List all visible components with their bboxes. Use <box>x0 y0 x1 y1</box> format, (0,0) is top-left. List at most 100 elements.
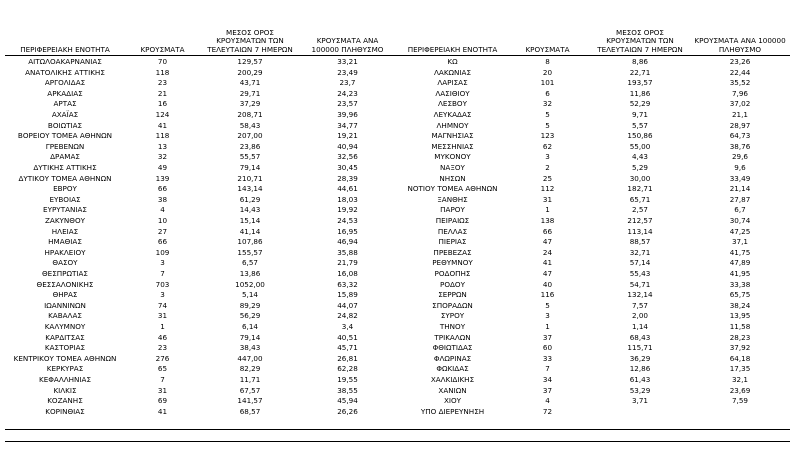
cases-cell: 62 <box>542 141 553 151</box>
per-100k-cell: 9,6 <box>734 163 746 172</box>
cases-cell: 116 <box>540 290 555 300</box>
cases-cell: 24 <box>542 247 553 257</box>
avg-7-days-cell: 23,86 <box>239 141 261 151</box>
avg-7-days-cell: 210,71 <box>237 173 263 183</box>
column-header: ΠΕΡΙΦΕΡΕΙΑΚΗ ΕΝΟΤΗΤΑ <box>20 44 110 54</box>
avg-7-days-cell: 55,57 <box>239 152 261 162</box>
cases-cell: 4 <box>545 396 550 406</box>
per-100k-cell: 33,38 <box>729 279 751 289</box>
cases-cell: 5 <box>545 300 550 310</box>
per-100k-cell: 21,1 <box>731 110 748 119</box>
region-cell: ΛΕΥΚΑΔΑΣ <box>433 110 472 119</box>
per-100k-cell: 37,02 <box>729 99 751 109</box>
cases-cell: 7 <box>160 375 165 384</box>
cases-cell: 138 <box>540 216 555 225</box>
cases-cell: 37 <box>542 385 553 395</box>
per-100k-cell: 3,4 <box>341 322 354 331</box>
cases-cell: 47 <box>542 237 553 247</box>
region-cell: ΛΑΣΙΘΙΟΥ <box>435 88 470 98</box>
region-cell: ΣΠΟΡΑΔΩΝ <box>432 300 473 310</box>
avg-7-days-cell: 193,57 <box>627 78 653 88</box>
region-cell: ΤΗΝΟΥ <box>439 322 466 331</box>
avg-7-days-cell: 82,29 <box>239 364 261 374</box>
per-100k-cell: 44,07 <box>337 300 358 310</box>
cases-cell: 47 <box>542 269 553 278</box>
per-100k-cell: 40,94 <box>337 141 358 151</box>
region-cell: ΤΡΙΚΑΛΩΝ <box>434 332 471 342</box>
per-100k-cell: 13,95 <box>729 311 751 321</box>
region-cell: ΑΡΓΟΛΙΔΑΣ <box>44 78 86 88</box>
avg-7-days-cell: 11,71 <box>239 375 261 384</box>
column-header: ΚΡΟΥΣΜΑΤΑ <box>525 44 570 54</box>
cases-cell: 112 <box>540 184 555 194</box>
region-cell: ΘΕΣΠΡΩΤΙΑΣ <box>42 269 88 278</box>
region-cell: ΜΕΣΣΗΝΙΑΣ <box>431 141 474 151</box>
cases-cell: 10 <box>157 216 168 225</box>
region-cell: ΜΥΚΟΝΟΥ <box>434 152 471 162</box>
region-cell: ΛΗΜΝΟΥ <box>436 120 469 130</box>
region-cell: ΠΡΕΒΕΖΑΣ <box>433 247 472 257</box>
avg-7-days-cell: 208,71 <box>237 110 263 119</box>
column-header: ΠΕΡΙΦΕΡΕΙΑΚΗ ΕΝΟΤΗΤΑ <box>407 44 498 54</box>
avg-7-days-cell: 57,14 <box>629 258 651 268</box>
region-cell: ΑΡΚΑΔΙΑΣ <box>47 88 83 98</box>
region-cell: ΚΟΖΑΝΗΣ <box>47 396 83 406</box>
cases-cell: 66 <box>542 226 553 236</box>
cases-cell: 41 <box>157 120 168 130</box>
cases-cell: 37 <box>542 332 553 342</box>
cases-cell: 23 <box>157 343 168 353</box>
per-100k-cell: 38,24 <box>729 300 751 310</box>
per-100k-cell: 19,21 <box>337 131 358 141</box>
cases-cell: 65 <box>157 364 168 374</box>
avg-7-days-cell: 447,00 <box>237 353 263 363</box>
region-cell: ΛΑΚΩΝΙΑΣ <box>434 67 471 77</box>
avg-7-days-cell: 2,00 <box>631 311 648 321</box>
avg-7-days-cell: 5,57 <box>631 120 648 130</box>
avg-7-days-cell: 43,71 <box>239 78 261 88</box>
per-100k-cell: 64,73 <box>729 131 751 141</box>
cases-cell: 3 <box>545 311 550 321</box>
per-100k-cell: 16,08 <box>337 269 358 278</box>
per-100k-cell: 26,26 <box>337 406 358 416</box>
per-100k-cell: 35,88 <box>337 247 358 257</box>
region-cell: ΑΡΤΑΣ <box>53 99 77 109</box>
per-100k-cell: 30,74 <box>729 216 751 225</box>
region-cell: ΚΕΦΑΛΛΗΝΙΑΣ <box>38 375 92 384</box>
region-cell: ΝΟΤΙΟΥ ΤΟΜΕΑ ΑΘΗΝΩΝ <box>407 184 498 194</box>
per-100k-cell: 45,94 <box>337 396 358 406</box>
region-cell: ΦΩΚΙΔΑΣ <box>436 364 469 374</box>
cases-cell: 5 <box>545 110 550 119</box>
column-header: ΚΡΟΥΣΜΑΤΑ ΑΝΑ 100000 ΠΛΗΘΥΣΜΟ <box>311 36 384 54</box>
region-cell: ΡΟΔΟΠΗΣ <box>434 269 471 278</box>
per-100k-cell: 23,49 <box>337 67 358 77</box>
per-100k-cell: 27,87 <box>729 194 751 204</box>
cases-cell: 1 <box>545 322 550 331</box>
per-100k-cell: 18,03 <box>337 194 358 204</box>
avg-7-days-cell: 207,00 <box>237 131 263 141</box>
per-100k-cell: 41,95 <box>729 269 751 278</box>
avg-7-days-cell: 61,43 <box>629 375 651 384</box>
per-100k-cell: 24,53 <box>337 216 358 225</box>
avg-7-days-cell: 65,71 <box>629 194 651 204</box>
region-cell: ΣΕΡΡΩΝ <box>438 290 467 300</box>
region-cell: ΗΛΕΙΑΣ <box>51 226 79 236</box>
region-cell: ΛΕΣΒΟΥ <box>438 99 467 109</box>
bottom-rule <box>5 441 790 442</box>
avg-7-days-cell: 14,43 <box>239 205 261 215</box>
cases-cell: 276 <box>155 353 170 363</box>
per-100k-cell: 24,82 <box>337 311 358 321</box>
header-rule <box>5 55 790 56</box>
cases-cell: 31 <box>542 194 553 204</box>
avg-7-days-cell: 22,71 <box>629 67 651 77</box>
per-100k-cell: 26,81 <box>337 353 358 363</box>
region-cell: ΝΑΞΟΥ <box>440 163 465 172</box>
avg-7-days-cell: 182,71 <box>627 184 653 194</box>
column-header: ΜΕΣΟΣ ΟΡΟΣ ΚΡΟΥΣΜΑΤΩΝ ΤΩΝ ΤΕΛΕΥΤΑΙΩΝ 7 Η… <box>597 27 683 54</box>
region-cell: ΜΑΓΝΗΣΙΑΣ <box>431 131 474 141</box>
region-cell: ΠΙΕΡΙΑΣ <box>438 237 467 247</box>
per-100k-cell: 22,44 <box>729 67 751 77</box>
per-100k-cell: 47,25 <box>729 226 751 236</box>
avg-7-days-cell: 15,14 <box>239 216 261 225</box>
region-cell: ΦΛΩΡΙΝΑΣ <box>433 353 472 363</box>
